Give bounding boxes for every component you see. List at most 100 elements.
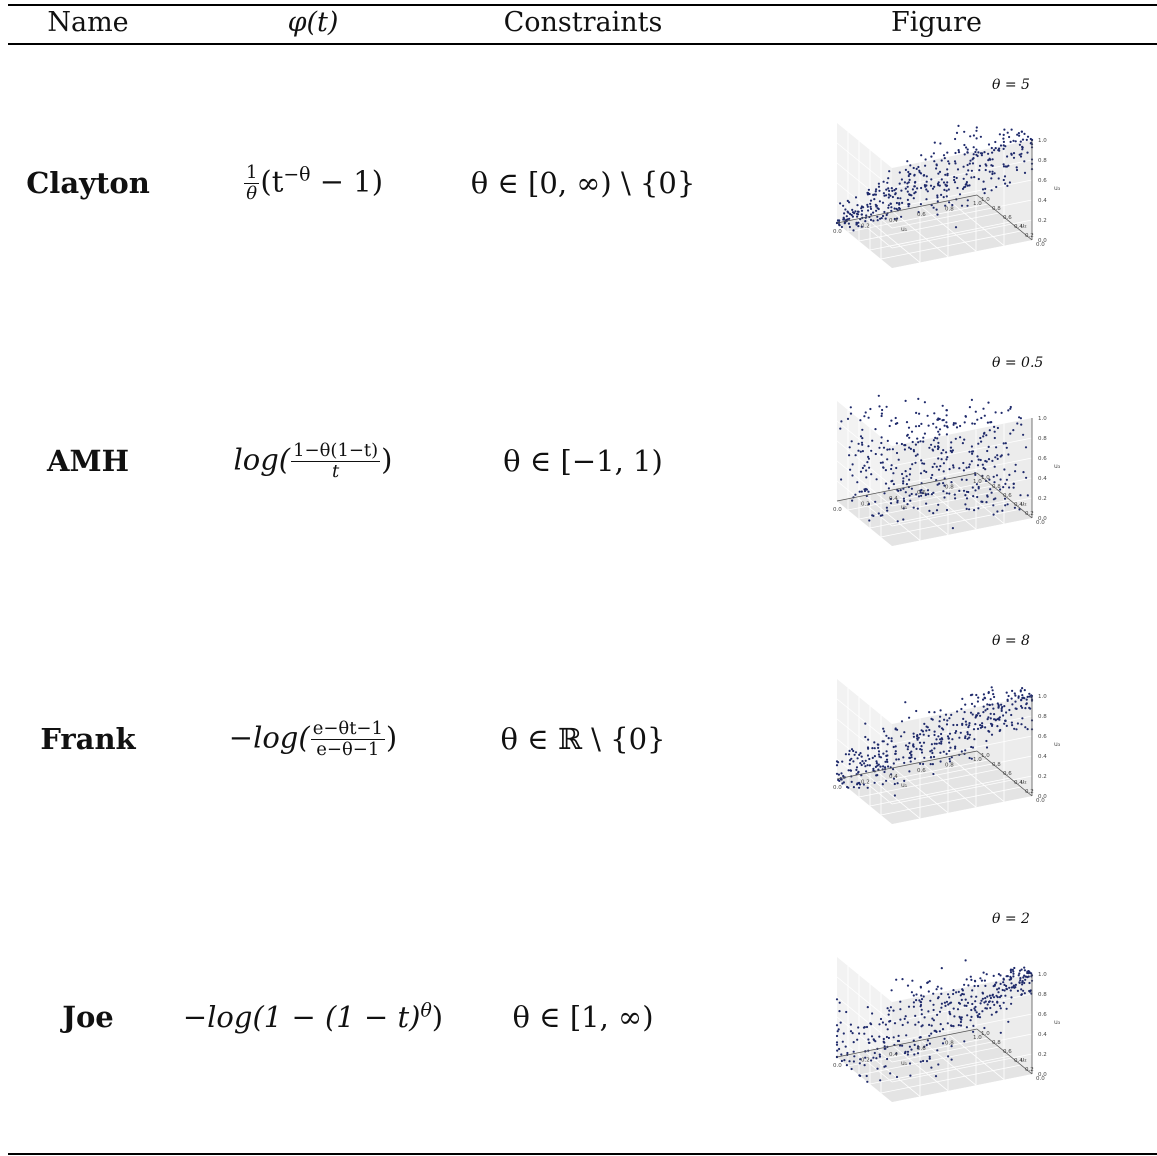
grid-line [920, 1039, 976, 1086]
data-point [860, 225, 863, 228]
data-point [1003, 504, 1006, 507]
data-point [939, 732, 942, 736]
data-point [958, 193, 961, 196]
data-point [967, 722, 971, 725]
data-point [946, 993, 949, 996]
data-point [855, 782, 859, 785]
data-point [860, 760, 864, 763]
copula-name: Clayton [26, 166, 150, 200]
data-point [859, 470, 862, 473]
data-point [866, 1038, 869, 1041]
data-point [924, 188, 927, 191]
grid-line [892, 211, 948, 258]
data-point [846, 786, 849, 789]
grid-line [864, 773, 920, 819]
data-point [967, 724, 970, 727]
data-point [999, 982, 1002, 985]
data-point [1017, 508, 1021, 511]
data-point [873, 1051, 876, 1055]
data-point [895, 501, 898, 504]
data-point [995, 1001, 998, 1004]
data-point [924, 198, 928, 201]
data-point [1017, 134, 1020, 137]
data-point [976, 700, 979, 703]
data-point [1014, 140, 1017, 143]
data-point [887, 1036, 890, 1040]
data-point [884, 194, 887, 197]
data-point [976, 442, 979, 445]
data-point [873, 781, 876, 784]
data-point [866, 738, 869, 741]
data-point [939, 992, 942, 995]
data-point [1009, 152, 1012, 155]
data-point [1006, 409, 1009, 412]
table-row-clayton: Clayton 1 θ (t−θ − 1) θ ∈ [0, ∞) \ {0} 0.0… [0, 44, 1157, 322]
data-point [998, 974, 1002, 977]
tick-label: 0.4 [1014, 224, 1023, 230]
data-point [947, 741, 950, 744]
data-point [958, 436, 961, 439]
data-point [1019, 417, 1022, 420]
tick-label: 0.2 [1038, 774, 1047, 780]
data-point [892, 745, 895, 749]
data-point [1026, 695, 1029, 698]
tick-label: 0.8 [1038, 436, 1047, 442]
grid-line [892, 1045, 948, 1092]
data-point [882, 730, 885, 733]
grid-line [869, 221, 1010, 251]
data-point [945, 189, 948, 192]
data-point [970, 1002, 973, 1006]
data-point [911, 744, 914, 747]
data-point [1009, 971, 1012, 974]
data-point [973, 473, 976, 476]
data-point [952, 175, 955, 179]
data-point [1008, 432, 1011, 435]
data-point [945, 433, 948, 436]
data-point [883, 760, 887, 763]
data-point [991, 158, 994, 161]
data-point [1010, 689, 1013, 692]
data-point [946, 1003, 949, 1006]
grid-line [836, 182, 892, 229]
data-point [1024, 975, 1027, 978]
data-point [996, 426, 999, 430]
grid-line [836, 996, 892, 1043]
data-point [886, 1028, 889, 1031]
axis-label: u₃ [1054, 185, 1061, 192]
generator-formula: 1 θ (t−θ − 1) [160, 44, 466, 322]
data-point [888, 448, 891, 451]
data-point [919, 154, 922, 157]
data-point [837, 219, 840, 222]
data-point [936, 997, 939, 1000]
data-point [866, 205, 869, 208]
data-point [934, 1075, 937, 1078]
data-point [906, 198, 909, 201]
data-point [934, 1030, 938, 1033]
data-point [944, 458, 948, 461]
data-point [858, 783, 861, 786]
data-point [932, 439, 935, 442]
data-point [907, 1005, 910, 1008]
tick-label: 0.2 [1038, 1052, 1047, 1058]
data-point [910, 979, 913, 982]
data-point [938, 170, 941, 173]
data-point [886, 206, 889, 209]
data-point [909, 760, 912, 763]
data-point [928, 1057, 931, 1060]
data-point [931, 1003, 935, 1006]
data-point [954, 991, 957, 994]
data-point [858, 762, 861, 765]
data-point [875, 774, 878, 777]
data-point [866, 764, 869, 767]
data-point [908, 193, 911, 197]
data-point [947, 162, 950, 165]
data-point [948, 757, 951, 760]
data-point [995, 988, 998, 991]
data-point [1023, 978, 1026, 981]
data-point [890, 989, 893, 992]
data-point [848, 762, 851, 766]
data-point [950, 738, 953, 741]
data-point [931, 465, 934, 469]
data-point [880, 414, 883, 418]
data-point [970, 452, 973, 455]
